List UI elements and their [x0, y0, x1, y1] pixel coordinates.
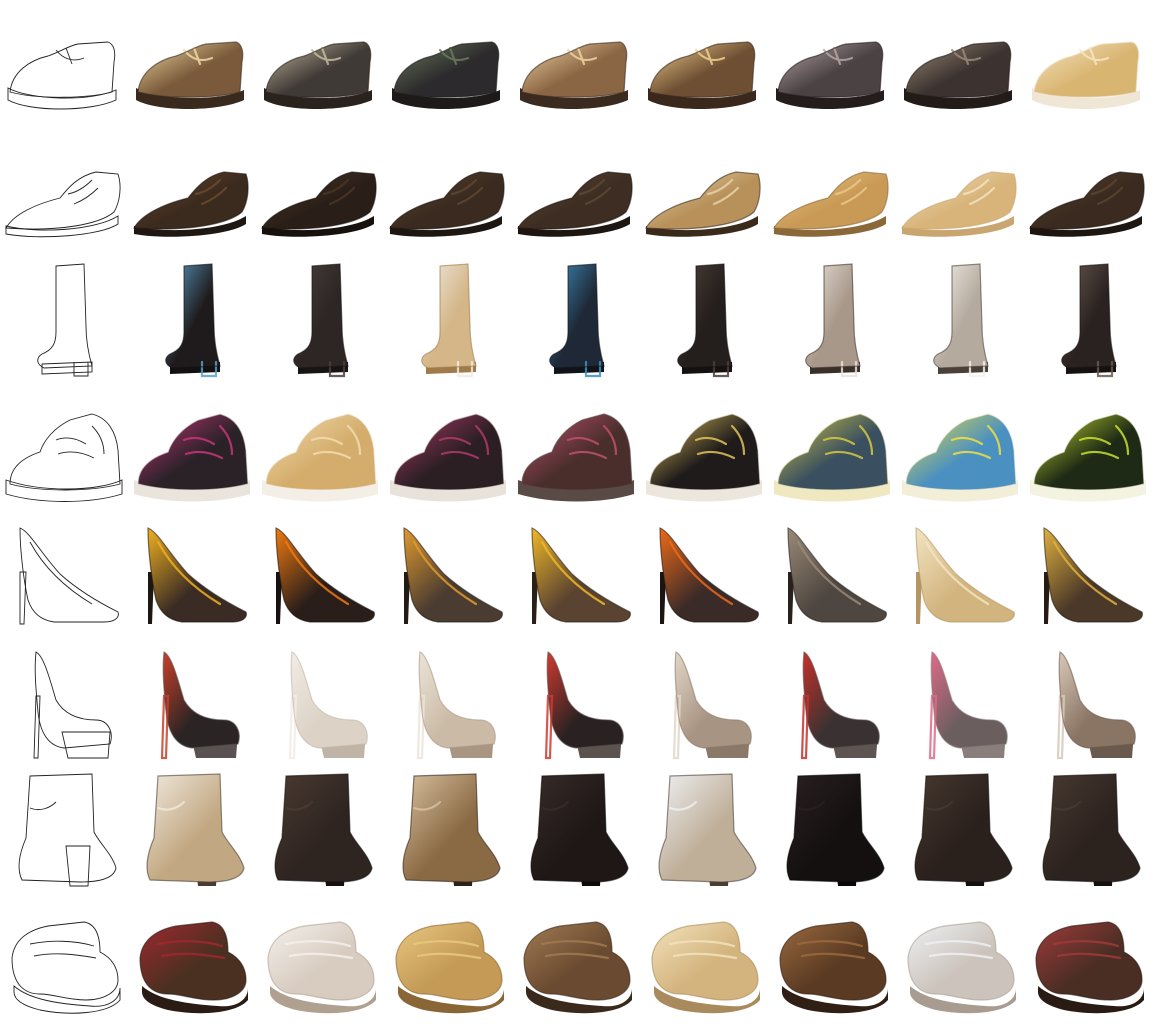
- generated-shoe-stiletto-pump: [512, 512, 640, 640]
- generated-shoe-tall-boot: [512, 256, 640, 384]
- shoe-row-high-top-sneaker: [0, 384, 1152, 512]
- generated-shoe-stiletto-pump: [640, 512, 768, 640]
- generated-shoe-platform-stiletto: [640, 640, 768, 768]
- generated-shoe-oxford: [768, 128, 896, 256]
- generated-shoe-tall-boot: [384, 256, 512, 384]
- generated-shoe-stiletto-pump: [1024, 512, 1152, 640]
- generated-shoe-clog: [512, 896, 640, 1024]
- generated-shoe-tall-boot: [768, 256, 896, 384]
- generated-shoe-high-top-sneaker: [384, 384, 512, 512]
- generated-shoe-low-mary-jane-platform: [1024, 0, 1152, 128]
- generated-shoe-high-top-sneaker: [768, 384, 896, 512]
- generated-shoe-low-mary-jane-platform: [384, 0, 512, 128]
- generated-shoe-ankle-boot: [640, 768, 768, 896]
- shoe-row-platform-stiletto: [0, 640, 1152, 768]
- edge-sketch-high-top-sneaker: [0, 384, 128, 512]
- generated-shoe-ankle-boot: [256, 768, 384, 896]
- generated-shoe-stiletto-pump: [128, 512, 256, 640]
- generated-shoe-ankle-boot: [384, 768, 512, 896]
- shoe-row-tall-boot: [0, 256, 1152, 384]
- shoe-row-low-mary-jane-platform: [0, 0, 1152, 128]
- generated-shoe-stiletto-pump: [768, 512, 896, 640]
- shoe-row-clog: [0, 896, 1152, 1024]
- edge-sketch-ankle-boot: [0, 768, 128, 896]
- generated-shoe-low-mary-jane-platform: [256, 0, 384, 128]
- generated-shoe-ankle-boot: [512, 768, 640, 896]
- generated-shoe-ankle-boot: [1024, 768, 1152, 896]
- shoe-row-ankle-boot: [0, 768, 1152, 896]
- generated-shoe-oxford: [896, 128, 1024, 256]
- generated-shoe-high-top-sneaker: [512, 384, 640, 512]
- generated-shoe-clog: [128, 896, 256, 1024]
- edge-sketch-low-mary-jane-platform: [0, 0, 128, 128]
- generated-shoe-ankle-boot: [896, 768, 1024, 896]
- generated-shoe-oxford: [128, 128, 256, 256]
- generated-shoe-tall-boot: [128, 256, 256, 384]
- generated-shoe-clog: [896, 896, 1024, 1024]
- generated-shoe-ankle-boot: [768, 768, 896, 896]
- generated-shoe-ankle-boot: [128, 768, 256, 896]
- generated-shoe-clog: [256, 896, 384, 1024]
- generated-shoe-platform-stiletto: [128, 640, 256, 768]
- generated-shoe-high-top-sneaker: [1024, 384, 1152, 512]
- generated-shoe-low-mary-jane-platform: [512, 0, 640, 128]
- generated-shoe-stiletto-pump: [384, 512, 512, 640]
- generated-shoe-tall-boot: [1024, 256, 1152, 384]
- generated-shoe-platform-stiletto: [768, 640, 896, 768]
- generated-shoe-high-top-sneaker: [896, 384, 1024, 512]
- generated-shoe-low-mary-jane-platform: [128, 0, 256, 128]
- generated-shoe-stiletto-pump: [256, 512, 384, 640]
- generated-shoe-high-top-sneaker: [640, 384, 768, 512]
- generated-shoe-clog: [384, 896, 512, 1024]
- generated-shoe-platform-stiletto: [1024, 640, 1152, 768]
- generated-shoe-platform-stiletto: [384, 640, 512, 768]
- generated-shoe-stiletto-pump: [896, 512, 1024, 640]
- generated-shoe-oxford: [512, 128, 640, 256]
- generated-shoe-oxford: [1024, 128, 1152, 256]
- edge-sketch-stiletto-pump: [0, 512, 128, 640]
- edge-sketch-oxford: [0, 128, 128, 256]
- shoe-row-stiletto-pump: [0, 512, 1152, 640]
- generated-shoe-clog: [768, 896, 896, 1024]
- generated-shoe-platform-stiletto: [896, 640, 1024, 768]
- edge-sketch-clog: [0, 896, 128, 1024]
- generated-shoe-tall-boot: [640, 256, 768, 384]
- generated-shoe-clog: [1024, 896, 1152, 1024]
- generated-shoe-tall-boot: [256, 256, 384, 384]
- generated-shoe-platform-stiletto: [512, 640, 640, 768]
- edge-sketch-platform-stiletto: [0, 640, 128, 768]
- generated-shoe-clog: [640, 896, 768, 1024]
- generated-shoe-high-top-sneaker: [256, 384, 384, 512]
- edge-sketch-tall-boot: [0, 256, 128, 384]
- generated-shoe-low-mary-jane-platform: [640, 0, 768, 128]
- generated-shoe-oxford: [384, 128, 512, 256]
- generated-shoe-tall-boot: [896, 256, 1024, 384]
- generated-shoe-platform-stiletto: [256, 640, 384, 768]
- shoe-row-oxford: [0, 128, 1152, 256]
- generated-shoe-oxford: [256, 128, 384, 256]
- generated-shoe-oxford: [640, 128, 768, 256]
- generated-shoe-low-mary-jane-platform: [768, 0, 896, 128]
- generated-shoe-high-top-sneaker: [128, 384, 256, 512]
- generated-shoe-low-mary-jane-platform: [896, 0, 1024, 128]
